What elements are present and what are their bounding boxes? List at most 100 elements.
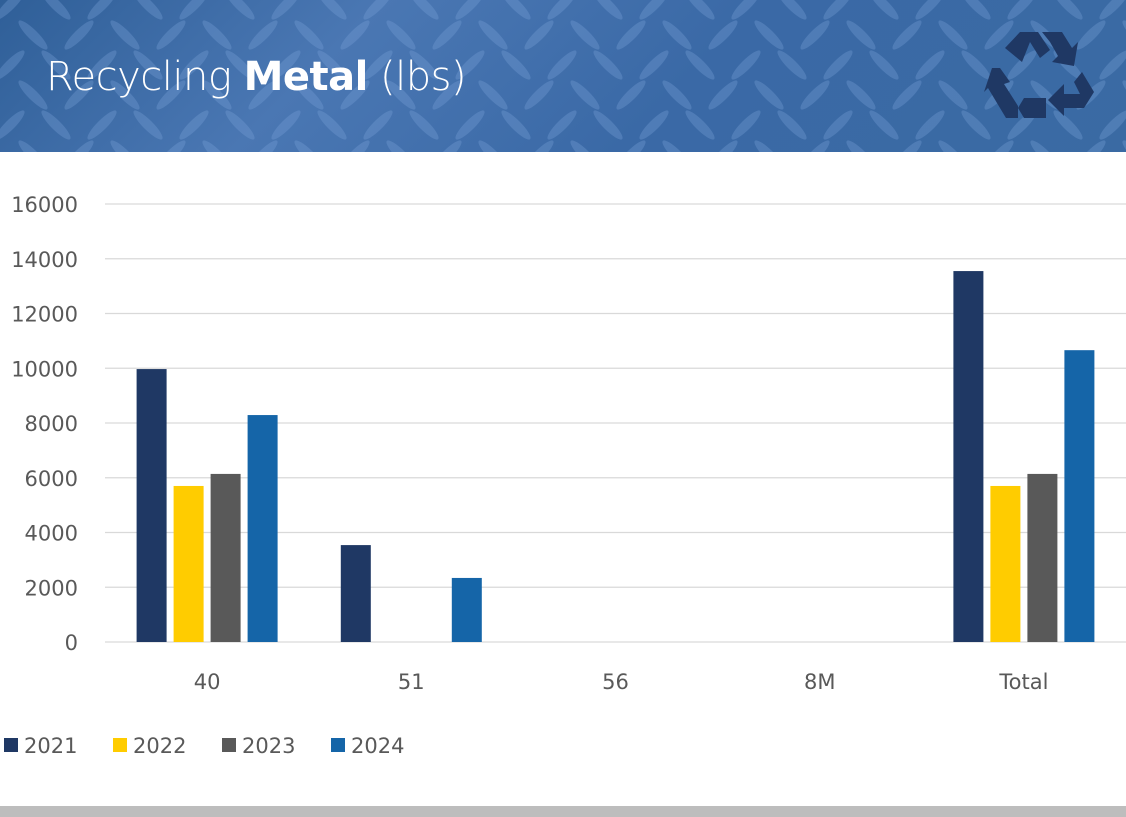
plate-ridge [18,80,48,110]
plate-ridge [248,140,278,152]
plate-ridge [984,20,1014,50]
plate-ridge [984,140,1014,152]
plate-ridge [708,20,738,50]
plate-ridge [156,80,186,110]
plate-ridge [593,0,623,20]
plate-ridge [524,140,554,152]
y-tick-label: 14000 [11,248,78,272]
bar-2021-Total [953,271,984,642]
plate-ridge [64,140,94,152]
plate-ridge [432,80,462,110]
plate-ridge [593,110,623,140]
bar-2021-51 [340,545,371,642]
y-tick-label: 12000 [11,303,78,327]
plate-ridge [1099,110,1126,140]
plate-ridge [1122,20,1126,50]
plate-ridge [202,20,232,50]
plate-ridge [87,0,117,20]
plate-ridge [110,140,140,152]
plate-ridge [87,50,117,80]
plate-ridge [731,0,761,20]
plate-ridge [386,140,416,152]
plate-ridge [1030,140,1060,152]
x-tick-label: Total [998,670,1048,694]
plate-ridge [800,140,830,152]
plate-ridge [501,0,531,20]
plate-ridge [639,50,669,80]
plate-ridge [846,20,876,50]
plate-ridge [1053,0,1083,20]
y-tick-label: 10000 [11,357,78,381]
plate-ridge [1122,80,1126,110]
plate-ridge [547,110,577,140]
plate-ridge [570,140,600,152]
plate-ridge [570,80,600,110]
y-tick-label: 2000 [25,576,78,600]
plate-ridge [616,140,646,152]
plate-ridge [317,110,347,140]
plate-ridge [915,0,945,20]
bar-2024-51 [451,577,482,642]
plate-ridge [616,80,646,110]
plate-ridge [478,80,508,110]
plate-ridge [800,80,830,110]
plate-ridge [685,50,715,80]
plate-ridge [64,80,94,110]
plate-ridge [0,0,25,20]
plate-ridge [915,50,945,80]
legend-swatch [113,738,127,752]
footer-bar [0,806,1126,817]
plate-ridge [340,140,370,152]
plate-ridge [593,50,623,80]
plate-ridge [1099,50,1126,80]
plate-ridge [846,140,876,152]
plate-ridge [938,80,968,110]
y-tick-label: 8000 [25,412,78,436]
plate-ridge [133,50,163,80]
y-tick-label: 0 [65,631,78,655]
plate-ridge [133,0,163,20]
legend-swatch [222,738,236,752]
plate-ridge [1122,140,1126,152]
bar-2022-40 [173,485,204,642]
plate-ridge [156,20,186,50]
plate-ridge [202,80,232,110]
plate-ridge [478,140,508,152]
plate-ridge [202,140,232,152]
plate-ridge [87,110,117,140]
y-tick-label: 6000 [25,467,78,491]
plate-ridge [501,50,531,80]
plate-ridge [616,20,646,50]
plate-ridge [685,110,715,140]
plate-ridge [455,0,485,20]
plate-ridge [0,110,25,140]
plate-ridge [685,0,715,20]
plate-ridge [363,110,393,140]
plate-ridge [1076,20,1106,50]
plate-ridge [225,50,255,80]
plate-ridge [869,50,899,80]
x-tick-label: 51 [398,670,425,694]
plate-ridge [892,140,922,152]
plate-ridge [363,0,393,20]
plate-ridge [639,110,669,140]
bar-chart: 0 2000 4000 6000 8000 10000 12000 14000 16000 40 5… [4,193,1126,758]
plate-ridge [524,20,554,50]
legend-label: 2023 [242,734,295,758]
y-tick-label: 16000 [11,193,78,217]
plate-ridge [869,0,899,20]
plate-ridge [501,110,531,140]
plate-ridge [455,50,485,80]
bar-2022-Total [990,485,1021,642]
plate-ridge [708,140,738,152]
plate-ridge [662,80,692,110]
plate-ridge [1099,0,1126,20]
plate-ridge [409,0,439,20]
plate-ridge [248,80,278,110]
plate-ridge [1007,50,1037,80]
header-banner: Recycling Metal (lbs) [0,0,1126,152]
plate-ridge [478,20,508,50]
plate-ridge [961,110,991,140]
plate-ridge [777,110,807,140]
plate-ridge [386,80,416,110]
